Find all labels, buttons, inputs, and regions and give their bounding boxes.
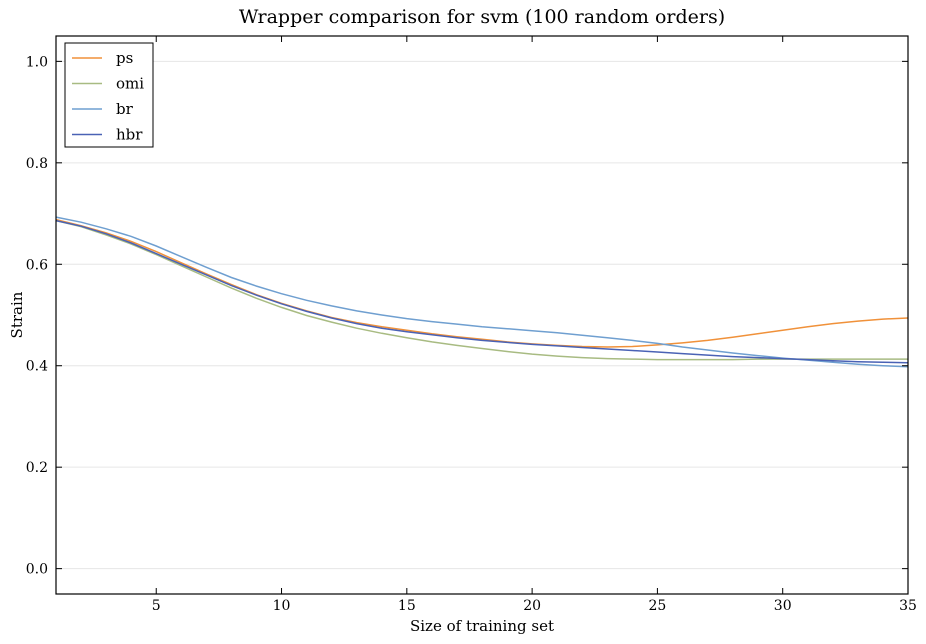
- x-tick-label: 20: [523, 598, 541, 614]
- legend-label-br: br: [116, 100, 134, 118]
- x-tick-label: 25: [648, 598, 666, 614]
- x-axis-label: Size of training set: [410, 617, 554, 635]
- legend-label-hbr: hbr: [116, 126, 143, 144]
- y-tick-label: 0.6: [26, 257, 48, 273]
- axis-ticks: 0.0 0.2 0.4 0.6 0.8 1.0 5 10 15 20 25 30 35: [26, 36, 917, 614]
- legend-box: [64, 42, 154, 148]
- x-tick-label: 10: [273, 598, 291, 614]
- y-tick-label: 0.0: [26, 562, 48, 578]
- y-tick-label: 0.8: [26, 156, 48, 172]
- x-tick-label: 35: [899, 598, 917, 614]
- x-tick-label: 15: [398, 598, 416, 614]
- plot-frame: [55, 35, 909, 595]
- x-tick-label: 5: [152, 598, 161, 614]
- series-line-omi: [55, 219, 908, 361]
- y-tick-label: 0.4: [26, 359, 48, 375]
- grid-lines: [56, 60, 908, 570]
- y-tick-label: 0.2: [26, 460, 48, 476]
- series-line-ps: [55, 218, 909, 348]
- y-tick-label: 1.0: [26, 54, 48, 70]
- legend-label-ps: ps: [116, 49, 133, 67]
- legend-label-omi: omi: [116, 75, 144, 93]
- chart-title: Wrapper comparison for svm (100 random o…: [239, 6, 725, 28]
- y-axis-label: Strain: [8, 291, 26, 338]
- legend: ps omi br hbr: [64, 42, 154, 148]
- series-line-br: [55, 216, 909, 368]
- x-tick-label: 30: [774, 598, 792, 614]
- series-lines: [55, 216, 909, 368]
- series-line-hbr: [55, 219, 909, 364]
